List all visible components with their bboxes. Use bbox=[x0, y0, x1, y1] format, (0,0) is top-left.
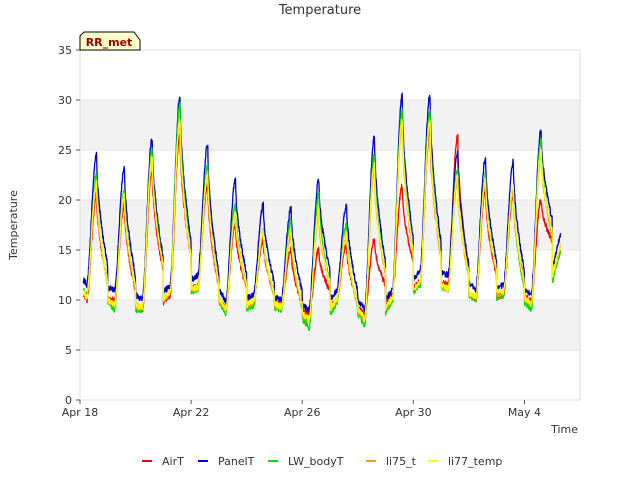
y-tick-label: 10 bbox=[58, 294, 72, 307]
grid-band bbox=[80, 100, 580, 150]
legend-label: LW_bodyT bbox=[288, 455, 344, 468]
background-bands bbox=[80, 49, 580, 401]
plot-frame bbox=[79, 49, 581, 401]
y-tick-label: 30 bbox=[58, 94, 72, 107]
legend: AirT PanelT LW_bodyT li75_t li77_temp bbox=[142, 455, 502, 468]
legend-label: li77_temp bbox=[448, 455, 502, 468]
y-tick-label: 25 bbox=[58, 144, 72, 157]
x-tick-label: May 4 bbox=[508, 406, 541, 419]
x-axis-label: Time bbox=[550, 423, 578, 436]
annotation-label: RR_met bbox=[86, 36, 133, 49]
y-tick-label: 35 bbox=[58, 44, 72, 57]
y-tick-label: 0 bbox=[65, 394, 72, 407]
grid-band bbox=[80, 200, 580, 250]
legend-label: PanelT bbox=[218, 455, 255, 468]
rr-met-annotation: RR_met bbox=[79, 31, 141, 51]
x-tick-label: Apr 26 bbox=[284, 406, 321, 419]
series-line-panelt bbox=[82, 92, 562, 313]
y-tick-label: 15 bbox=[58, 244, 72, 257]
chart-title: Temperature bbox=[278, 3, 361, 18]
series-line-li77-temp bbox=[82, 118, 562, 322]
axes: 0 5 10 15 20 25 30 35 Apr 18 Apr 22 Apr 26 Apr 30 Ma… bbox=[58, 44, 541, 419]
y-tick-label: 5 bbox=[65, 344, 72, 357]
x-tick-label: Apr 22 bbox=[173, 406, 210, 419]
series-lines bbox=[82, 92, 562, 332]
legend-label: li75_t bbox=[386, 455, 417, 468]
y-axis-label: Temperature bbox=[7, 190, 20, 261]
x-tick-label: Apr 30 bbox=[395, 406, 432, 419]
y-tick-label: 20 bbox=[58, 194, 72, 207]
legend-label: AirT bbox=[162, 455, 184, 468]
x-tick-label: Apr 18 bbox=[62, 406, 99, 419]
